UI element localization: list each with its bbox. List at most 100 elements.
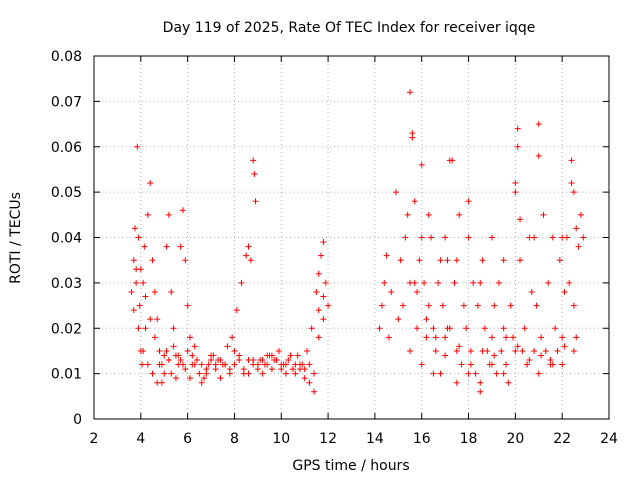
data-point [252, 198, 259, 205]
data-point [275, 347, 282, 354]
data-point [442, 334, 449, 341]
data-point [421, 279, 428, 286]
data-point [168, 370, 175, 377]
data-point [297, 361, 303, 368]
data-point [428, 234, 435, 241]
data-point [184, 347, 191, 354]
data-point [315, 307, 322, 314]
data-point [140, 347, 147, 354]
data-point [320, 316, 327, 323]
data-point [507, 302, 514, 309]
data-point [437, 257, 444, 264]
data-point [460, 302, 467, 309]
data-point [577, 211, 584, 218]
data-point [325, 302, 332, 309]
data-point [231, 361, 238, 368]
data-point [559, 334, 566, 341]
data-point [294, 352, 301, 359]
data-point [472, 370, 479, 377]
y-axis-ticks: 0 0.01 0.02 0.03 0.04 0.05 0.06 0.07 0.08 [51, 49, 609, 428]
data-point [135, 325, 142, 332]
data-point [245, 243, 252, 250]
data-point [154, 316, 161, 323]
data-point [556, 257, 563, 264]
data-point [400, 302, 406, 309]
data-point [512, 180, 519, 187]
data-point [467, 347, 474, 354]
data-point [573, 225, 580, 232]
data-point [514, 143, 521, 150]
data-point [308, 325, 315, 332]
data-point [259, 357, 266, 364]
data-point [376, 325, 383, 332]
data-point [453, 257, 460, 264]
data-point [570, 347, 577, 354]
data-point [163, 243, 170, 250]
data-point [418, 234, 425, 241]
data-point [144, 361, 151, 368]
data-point [287, 352, 294, 359]
data-point [570, 189, 577, 196]
data-point [318, 252, 325, 259]
data-point [161, 370, 168, 377]
data-point [130, 257, 137, 264]
data-point [524, 361, 531, 368]
x-tick-label: 2 [90, 431, 99, 447]
y-tick-label: 0.06 [51, 140, 82, 156]
data-point [432, 334, 439, 341]
data-point [149, 370, 156, 377]
data-point [137, 266, 144, 273]
data-point [477, 279, 484, 286]
data-point [512, 189, 519, 196]
data-point [395, 316, 402, 323]
data-point [580, 234, 587, 241]
x-tick-label: 6 [183, 431, 192, 447]
data-point [442, 352, 449, 359]
data-point [559, 234, 566, 241]
data-point [231, 347, 238, 354]
data-point [566, 279, 573, 286]
data-point [154, 379, 161, 386]
data-point [545, 279, 552, 286]
data-point [170, 325, 177, 332]
data-point [533, 302, 540, 309]
data-point [418, 361, 425, 368]
data-point [177, 357, 184, 364]
data-point [414, 288, 421, 295]
data-point [273, 357, 280, 364]
data-point [465, 234, 472, 241]
data-point [196, 370, 203, 377]
data-point [381, 279, 388, 286]
data-point [226, 366, 233, 373]
data-point [165, 211, 172, 218]
data-point [456, 211, 463, 218]
data-point [409, 130, 416, 137]
data-point [407, 347, 414, 354]
data-point [479, 257, 486, 264]
data-point [184, 302, 191, 309]
data-point [149, 257, 156, 264]
data-point [488, 334, 495, 341]
data-point [549, 361, 556, 368]
data-point [165, 357, 172, 364]
data-point [479, 347, 486, 354]
data-point [528, 288, 535, 295]
data-point [423, 316, 430, 323]
data-point [491, 302, 498, 309]
data-point [205, 361, 212, 368]
data-point [568, 180, 575, 187]
data-point [322, 279, 329, 286]
data-point [191, 361, 198, 368]
data-point [512, 347, 519, 354]
data-point [505, 379, 512, 386]
data-point [500, 257, 507, 264]
data-point [311, 370, 318, 377]
data-point [526, 357, 533, 364]
grid-lines [94, 56, 609, 419]
data-point [514, 343, 521, 350]
data-point [130, 307, 137, 314]
data-point [313, 288, 320, 295]
x-tick-label: 20 [506, 431, 524, 447]
data-point [385, 334, 392, 341]
data-point [151, 288, 158, 295]
